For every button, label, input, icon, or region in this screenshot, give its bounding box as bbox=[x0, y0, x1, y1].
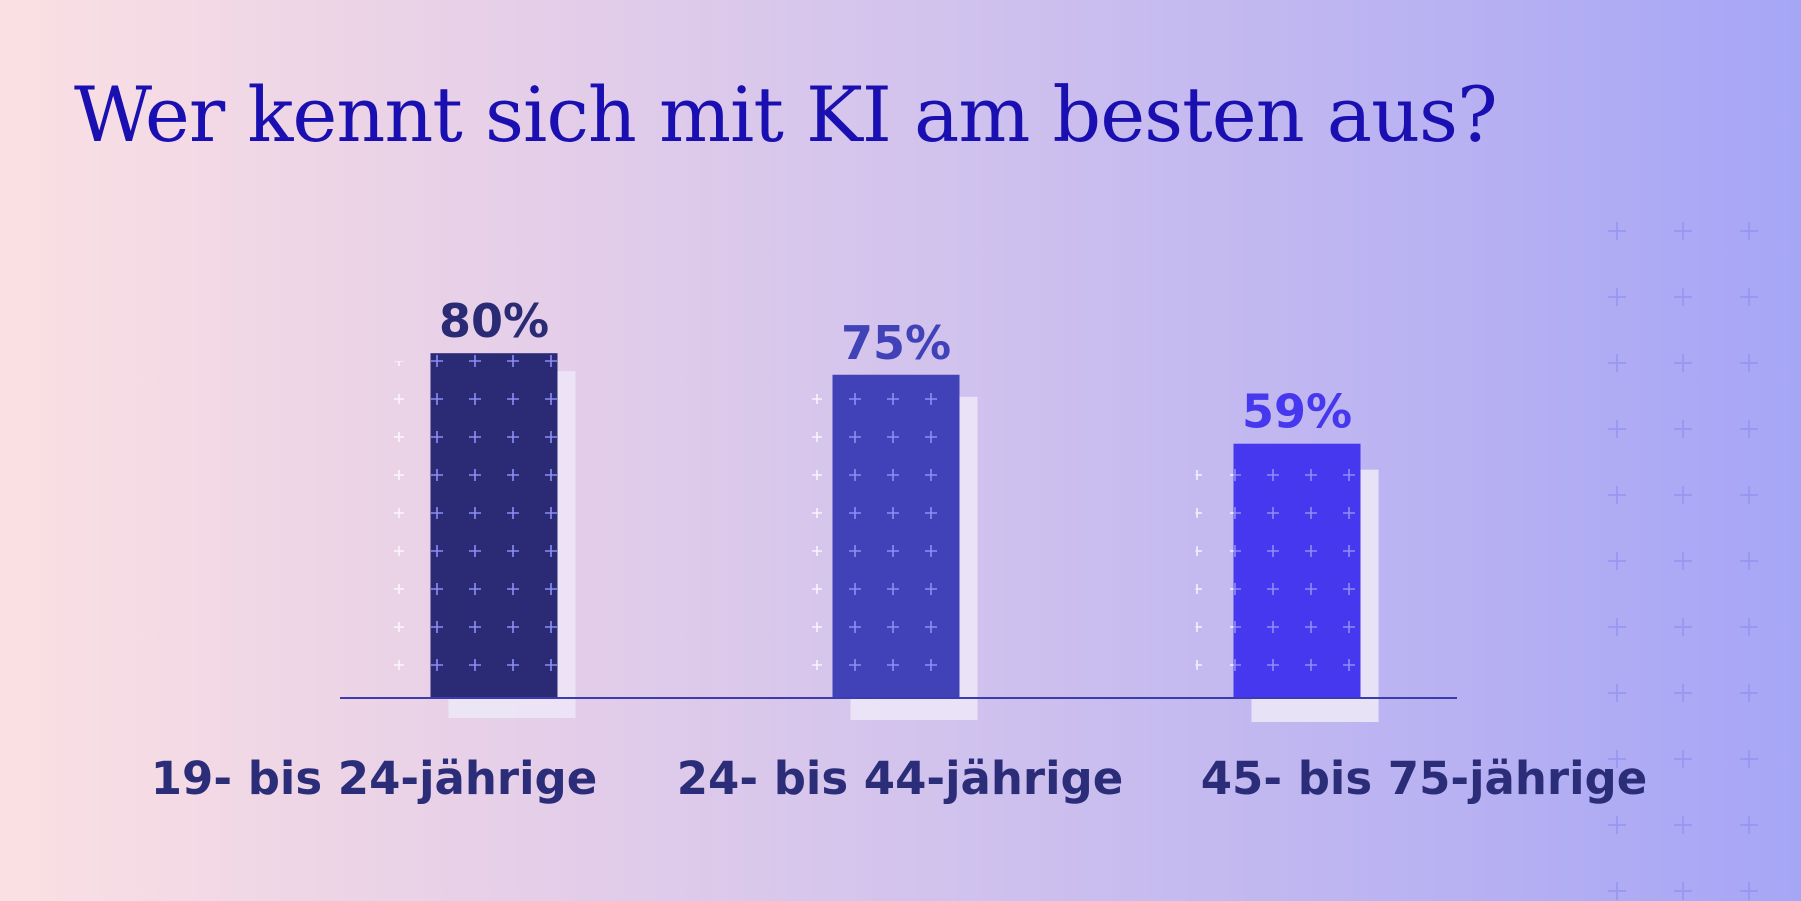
bar-decor-2 bbox=[794, 382, 833, 698]
category-label-1: 19- bis 24-jährige bbox=[151, 752, 598, 805]
bar-decor-1 bbox=[392, 361, 431, 698]
category-label-3: 45- bis 75-jährige bbox=[1201, 752, 1648, 805]
value-labels: 80% 75% 59% bbox=[439, 294, 1352, 439]
category-labels: 19- bis 24-jährige 24- bis 44-jährige 45- … bbox=[151, 752, 1648, 805]
value-label-1: 80% bbox=[439, 294, 549, 348]
category-label-2: 24- bis 44-jährige bbox=[677, 752, 1124, 805]
bar-pattern-1 bbox=[430, 353, 558, 698]
bar-pattern-2 bbox=[832, 374, 960, 698]
bars bbox=[430, 353, 1361, 698]
bar-pattern-3 bbox=[1233, 443, 1361, 698]
decorative-plus-grid bbox=[1600, 180, 1801, 901]
value-label-3: 59% bbox=[1242, 385, 1352, 439]
bar-decor-3 bbox=[1195, 451, 1234, 698]
value-label-2: 75% bbox=[841, 316, 951, 370]
chart-title: Wer kennt sich mit KI am besten aus? bbox=[74, 70, 1498, 159]
